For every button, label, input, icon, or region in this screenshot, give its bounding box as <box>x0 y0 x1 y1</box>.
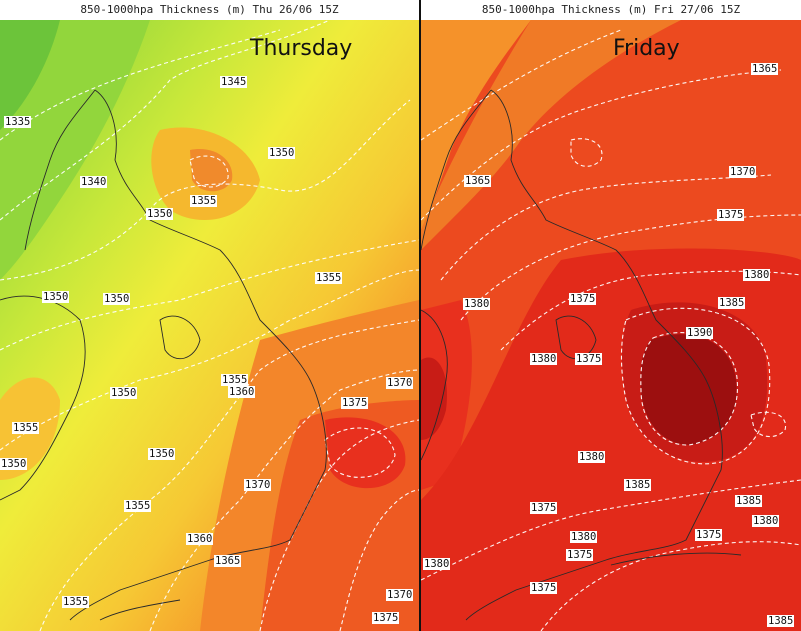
contour-label: 1385 <box>624 479 652 491</box>
contour-label: 1350 <box>268 147 296 159</box>
contour-label: 1350 <box>42 291 70 303</box>
contour-label: 1360 <box>186 533 214 545</box>
contour-label: 1370 <box>386 377 414 389</box>
contour-label: 1390 <box>686 327 714 339</box>
contour-label: 1375 <box>566 549 594 561</box>
contour-label: 1375 <box>530 582 558 594</box>
contour-label: 1375 <box>575 353 603 365</box>
contour-label: 1380 <box>578 451 606 463</box>
contour-label: 1375 <box>717 209 745 221</box>
contour-label: 1355 <box>62 596 90 608</box>
contour-label: 1375 <box>569 293 597 305</box>
contour-label: 1385 <box>767 615 795 627</box>
contour-label: 1380 <box>743 269 771 281</box>
thursday-day-label: Thursday <box>250 36 353 61</box>
contour-label: 1375 <box>695 529 723 541</box>
contour-label: 1380 <box>530 353 558 365</box>
contour-label: 1370 <box>244 479 272 491</box>
thursday-map-panel: 850-1000hpa Thickness (m) Thu 26/06 15Z <box>0 0 419 631</box>
contour-label: 1355 <box>315 272 343 284</box>
contour-label: 1350 <box>148 448 176 460</box>
friday-day-label: Friday <box>613 36 680 61</box>
panel-divider <box>419 0 421 631</box>
contour-label: 1380 <box>570 531 598 543</box>
contour-label: 1355 <box>190 195 218 207</box>
contour-label: 1370 <box>729 166 757 178</box>
friday-thickness-map <box>421 20 801 631</box>
contour-label: 1380 <box>752 515 780 527</box>
thursday-header: 850-1000hpa Thickness (m) Thu 26/06 15Z <box>0 0 419 20</box>
contour-label: 1345 <box>220 76 248 88</box>
friday-map-panel: 850-1000hpa Thickness (m) Fri 27/06 15Z <box>421 0 801 631</box>
contour-label: 1375 <box>372 612 400 624</box>
thursday-thickness-map <box>0 20 419 631</box>
contour-label: 1355 <box>221 374 249 386</box>
contour-label: 1340 <box>80 176 108 188</box>
contour-label: 1365 <box>214 555 242 567</box>
contour-label: 1335 <box>4 116 32 128</box>
contour-label: 1380 <box>463 298 491 310</box>
contour-label: 1385 <box>718 297 746 309</box>
contour-label: 1375 <box>530 502 558 514</box>
contour-label: 1380 <box>423 558 451 570</box>
contour-label: 1350 <box>103 293 131 305</box>
contour-label: 1365 <box>464 175 492 187</box>
contour-label: 1385 <box>735 495 763 507</box>
contour-label: 1350 <box>0 458 28 470</box>
contour-label: 1355 <box>12 422 40 434</box>
contour-label: 1370 <box>386 589 414 601</box>
contour-label: 1375 <box>341 397 369 409</box>
contour-label: 1355 <box>124 500 152 512</box>
contour-label: 1350 <box>110 387 138 399</box>
friday-header: 850-1000hpa Thickness (m) Fri 27/06 15Z <box>421 0 801 20</box>
contour-label: 1365 <box>751 63 779 75</box>
contour-label: 1350 <box>146 208 174 220</box>
contour-label: 1360 <box>228 386 256 398</box>
